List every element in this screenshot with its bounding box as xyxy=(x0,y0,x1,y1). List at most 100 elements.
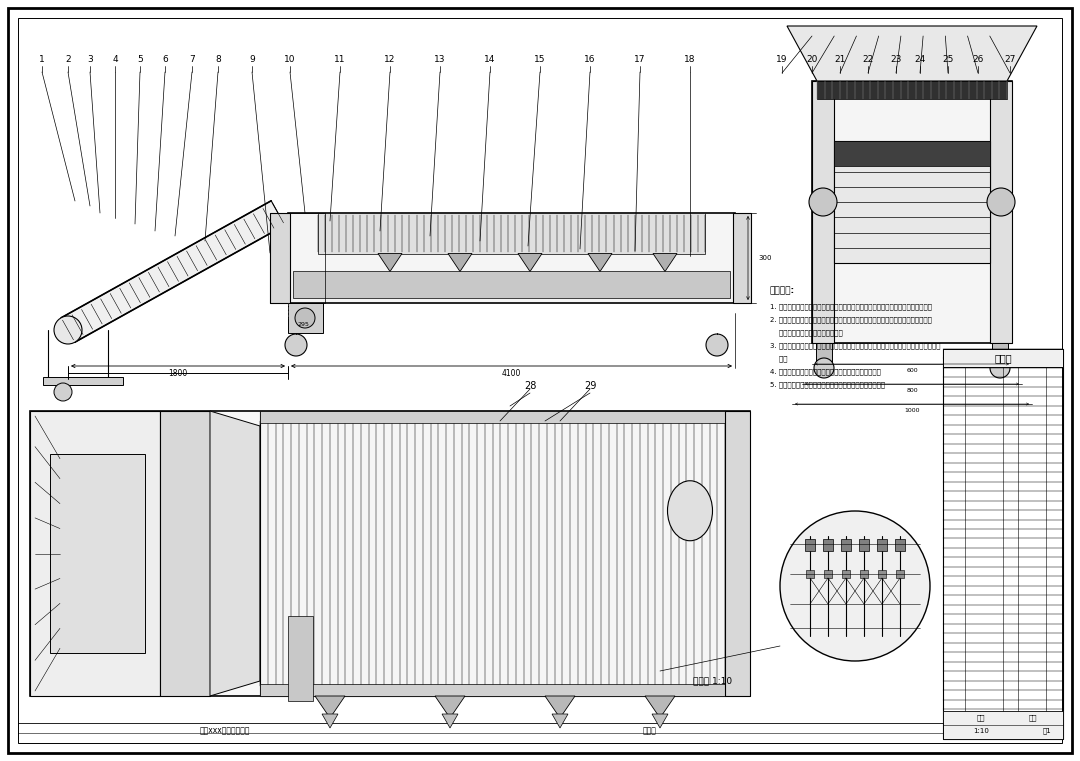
Text: 3: 3 xyxy=(87,55,93,63)
Circle shape xyxy=(809,188,837,216)
Bar xyxy=(43,377,123,385)
Text: 1000: 1000 xyxy=(904,409,920,413)
Text: 14: 14 xyxy=(484,55,496,63)
Text: 23: 23 xyxy=(890,55,902,63)
Text: 21: 21 xyxy=(835,55,846,63)
Polygon shape xyxy=(653,253,677,272)
Bar xyxy=(260,411,725,696)
Text: 9: 9 xyxy=(249,55,255,63)
Bar xyxy=(842,570,850,578)
Polygon shape xyxy=(378,253,402,272)
Text: 600: 600 xyxy=(906,368,918,374)
Bar xyxy=(50,454,145,653)
Polygon shape xyxy=(645,696,675,718)
Polygon shape xyxy=(62,201,285,342)
Text: 17: 17 xyxy=(634,55,646,63)
Bar xyxy=(895,539,905,551)
Bar xyxy=(816,343,832,363)
Text: 技术要求:: 技术要求: xyxy=(770,286,795,295)
Bar xyxy=(725,411,750,696)
Bar xyxy=(824,570,832,578)
Text: 13: 13 xyxy=(434,55,446,63)
Text: 总装图: 总装图 xyxy=(995,353,1012,363)
Bar xyxy=(30,411,750,696)
Bar xyxy=(270,213,325,303)
Polygon shape xyxy=(435,696,465,718)
Circle shape xyxy=(54,383,72,401)
Polygon shape xyxy=(787,26,1037,81)
Text: 11: 11 xyxy=(334,55,346,63)
Text: 比例: 比例 xyxy=(976,715,985,721)
Text: 28: 28 xyxy=(524,381,536,391)
Text: 1800: 1800 xyxy=(168,370,188,378)
Text: 3. 装运风扇叶片输纸内清洁，须在与原纸输纸件连接件份总体内部的清洁，装运装运风扇: 3. 装运风扇叶片输纸内清洁，须在与原纸输纸件连接件份总体内部的清洁，装运装运风… xyxy=(770,342,941,349)
Bar xyxy=(733,213,751,303)
Text: 1. 零件表面须清除成型过程中存，不得有毛刺、飞边、氧化皮、锈蚀、切削等杂质。: 1. 零件表面须清除成型过程中存，不得有毛刺、飞边、氧化皮、锈蚀、切削等杂质。 xyxy=(770,303,932,310)
Bar xyxy=(318,213,705,253)
Polygon shape xyxy=(448,253,472,272)
Bar xyxy=(288,213,735,303)
Text: 25: 25 xyxy=(943,55,954,63)
Bar xyxy=(993,343,1008,363)
Text: 1: 1 xyxy=(39,55,45,63)
Text: 10: 10 xyxy=(284,55,296,63)
Text: 22: 22 xyxy=(862,55,874,63)
Text: 5: 5 xyxy=(137,55,143,63)
Bar xyxy=(990,81,1012,343)
Bar xyxy=(841,539,851,551)
Text: 26: 26 xyxy=(972,55,984,63)
Bar xyxy=(812,81,1012,343)
Text: 4. 零件件安置前，管要用润滑油清洁，估在零件件清洁。: 4. 零件件安置前，管要用润滑油清洁，估在零件件清洁。 xyxy=(770,368,881,374)
Text: 800: 800 xyxy=(906,389,918,393)
Text: 上海xxx机械有限公司: 上海xxx机械有限公司 xyxy=(200,727,251,735)
Polygon shape xyxy=(518,253,542,272)
Bar xyxy=(260,684,725,696)
Polygon shape xyxy=(652,714,669,728)
Bar xyxy=(834,141,990,166)
Bar xyxy=(877,539,887,551)
Polygon shape xyxy=(315,696,345,718)
Bar xyxy=(896,570,904,578)
Bar xyxy=(834,141,990,263)
Text: 图号: 图号 xyxy=(1029,715,1037,721)
Text: 2. 螺钉、螺栓和螺母紧固时，严禁打击或使用不合规的扳手和套手，零件原螺钉孔、: 2. 螺钉、螺栓和螺母紧固时，严禁打击或使用不合规的扳手和套手，零件原螺钉孔、 xyxy=(770,316,932,323)
Bar xyxy=(288,616,313,701)
Bar xyxy=(270,213,291,303)
Polygon shape xyxy=(545,696,575,718)
Polygon shape xyxy=(210,411,260,696)
Circle shape xyxy=(814,358,834,378)
Bar xyxy=(260,411,725,423)
Text: 8: 8 xyxy=(215,55,221,63)
Text: 15: 15 xyxy=(535,55,545,63)
Bar xyxy=(816,81,1007,99)
Text: 2: 2 xyxy=(65,55,71,63)
Text: 6: 6 xyxy=(162,55,167,63)
Circle shape xyxy=(54,316,82,344)
Circle shape xyxy=(780,511,930,661)
Text: 295: 295 xyxy=(297,323,309,327)
Bar xyxy=(878,570,886,578)
Text: 16: 16 xyxy=(584,55,596,63)
Text: 锁。: 锁。 xyxy=(770,355,787,361)
Text: 27: 27 xyxy=(1004,55,1015,63)
Circle shape xyxy=(987,188,1015,216)
Bar xyxy=(823,539,833,551)
Ellipse shape xyxy=(667,481,713,541)
Polygon shape xyxy=(322,714,338,728)
Text: 12: 12 xyxy=(384,55,395,63)
Text: 4: 4 xyxy=(112,55,118,63)
Bar xyxy=(806,570,814,578)
Bar xyxy=(943,711,1063,739)
Text: 18: 18 xyxy=(685,55,696,63)
Bar xyxy=(943,349,1063,367)
Bar xyxy=(943,349,1063,739)
Text: 4100: 4100 xyxy=(501,370,521,378)
Bar xyxy=(812,81,834,343)
Polygon shape xyxy=(442,714,458,728)
Text: 19: 19 xyxy=(777,55,787,63)
Polygon shape xyxy=(588,253,612,272)
Text: 总装图: 总装图 xyxy=(643,727,657,735)
Text: 螺孔和螺钉、螺栓头均不许损坏。: 螺孔和螺钉、螺栓头均不许损坏。 xyxy=(770,329,842,336)
Text: 剖视图 1:10: 剖视图 1:10 xyxy=(693,677,732,686)
Text: 图1: 图1 xyxy=(1042,728,1051,734)
